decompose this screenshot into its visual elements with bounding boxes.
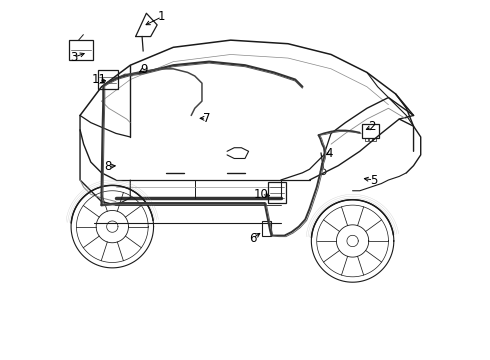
- Text: 11: 11: [91, 73, 106, 86]
- Text: 4: 4: [325, 147, 333, 159]
- Bar: [98, 70, 118, 89]
- Text: 2: 2: [368, 121, 376, 134]
- Bar: [269, 182, 286, 203]
- Bar: [262, 221, 271, 235]
- Text: 6: 6: [249, 231, 257, 244]
- Text: 7: 7: [202, 112, 210, 125]
- Bar: [369, 138, 372, 141]
- Text: 3: 3: [70, 51, 77, 64]
- Text: 8: 8: [104, 160, 112, 173]
- Bar: [373, 138, 376, 141]
- Bar: [69, 40, 93, 60]
- Text: 5: 5: [369, 174, 377, 186]
- Bar: [362, 124, 379, 138]
- Text: 9: 9: [140, 63, 147, 76]
- Text: 1: 1: [158, 10, 166, 23]
- Bar: [365, 138, 368, 141]
- Text: 10: 10: [254, 188, 269, 201]
